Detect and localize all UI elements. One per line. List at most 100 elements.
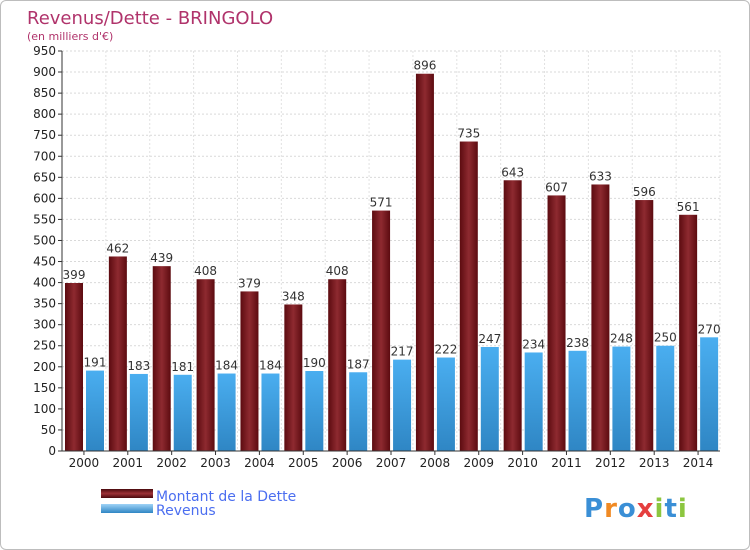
y-tick-label: 550	[33, 212, 56, 226]
data-label-revenus: 250	[654, 331, 677, 345]
bar-dette	[635, 200, 654, 451]
x-tick-label: 2002	[156, 456, 187, 470]
data-label-dette: 633	[589, 169, 612, 183]
y-tick-label: 650	[33, 170, 56, 184]
y-tick-label: 350	[33, 297, 56, 311]
data-label-dette: 408	[326, 264, 349, 278]
y-tick-label: 800	[33, 107, 56, 121]
data-label-dette: 596	[633, 185, 656, 199]
y-tick-label: 400	[33, 276, 56, 290]
y-tick-label: 700	[33, 149, 56, 163]
x-tick-label: 2011	[551, 456, 582, 470]
legend-swatch-revenus	[101, 504, 153, 513]
x-tick-label: 2003	[200, 456, 231, 470]
bar-dette	[372, 210, 391, 451]
data-label-revenus: 184	[259, 359, 282, 373]
bar-revenus	[261, 373, 280, 451]
bar-revenus	[349, 372, 368, 451]
bar-dette	[679, 214, 698, 451]
data-label-dette: 462	[106, 241, 129, 255]
data-label-revenus: 222	[434, 343, 457, 357]
bar-dette	[240, 291, 259, 451]
bar-revenus	[612, 346, 631, 451]
chart-title: Revenus/Dette - BRINGOLO	[27, 8, 273, 29]
x-tick-label: 2010	[507, 456, 538, 470]
y-tick-label: 200	[33, 360, 56, 374]
data-label-dette: 571	[370, 196, 393, 210]
bar-revenus	[173, 374, 192, 451]
data-label-revenus: 234	[522, 337, 545, 351]
bar-dette	[196, 279, 215, 451]
data-label-dette: 896	[413, 59, 436, 73]
logo-text: Proxiti	[584, 494, 688, 524]
data-label-dette: 348	[282, 289, 305, 303]
legend-label-debt: Montant de la Dette	[156, 489, 296, 505]
bar-dette	[459, 141, 478, 452]
x-tick-label: 2004	[244, 456, 275, 470]
data-label-dette: 379	[238, 276, 261, 290]
bar-dette	[547, 195, 566, 451]
bar-dette	[415, 73, 434, 451]
data-label-revenus: 190	[303, 356, 326, 370]
y-tick-label: 250	[33, 339, 56, 353]
logo-letter: P	[584, 494, 604, 524]
bar-revenus	[524, 352, 543, 451]
data-label-dette: 399	[63, 268, 86, 282]
data-label-dette: 408	[194, 264, 217, 278]
x-tick-label: 2001	[113, 456, 144, 470]
bar-revenus	[86, 370, 104, 451]
y-tick-label: 600	[33, 191, 56, 205]
logo-letter: x	[637, 494, 655, 524]
bar-revenus	[568, 350, 587, 451]
y-tick-label: 0	[48, 444, 56, 458]
y-tick-label: 900	[33, 65, 56, 79]
data-label-dette: 643	[501, 165, 524, 179]
y-tick-label: 300	[33, 318, 56, 332]
data-label-dette: 561	[677, 200, 700, 214]
y-axis: 0 50 100 150 200 250 300 350 400 450 500 550 600 650 7…	[33, 44, 63, 458]
y-tick-label: 950	[33, 44, 56, 58]
data-labels: 399 191 462 183 439 181 408 184 379 184 348 190 408 1…	[63, 59, 721, 374]
x-tick-label: 2007	[376, 456, 407, 470]
data-label-revenus: 270	[698, 322, 721, 336]
bar-revenus	[700, 337, 719, 451]
bar-revenus	[656, 345, 675, 451]
bar-dette	[503, 180, 522, 451]
y-tick-label: 100	[33, 402, 56, 416]
data-label-revenus: 217	[391, 345, 414, 359]
legend: Montant de la Dette Revenus	[101, 489, 296, 519]
logo-letter: i	[678, 494, 688, 524]
x-tick-label: 2005	[288, 456, 319, 470]
logo-letter: r	[604, 494, 618, 524]
plot-area	[62, 51, 720, 451]
logo-letter: i	[655, 494, 665, 524]
y-tick-label: 450	[33, 255, 56, 269]
y-tick-label: 50	[41, 423, 56, 437]
y-tick-label: 750	[33, 128, 56, 142]
bar-dette	[284, 304, 303, 451]
bar-dette	[152, 266, 171, 451]
data-label-revenus: 238	[566, 336, 589, 350]
proxiti-logo: Proxiti	[584, 494, 688, 524]
bar-revenus	[393, 359, 412, 451]
x-tick-label: 2000	[69, 456, 100, 470]
bar-revenus	[480, 347, 499, 451]
y-tick-label: 150	[33, 381, 56, 395]
logo-letter: o	[618, 494, 637, 524]
bar-revenus	[305, 371, 324, 451]
bar-dette	[328, 279, 347, 451]
y-tick-label: 850	[33, 86, 56, 100]
bars	[65, 73, 719, 452]
legend-label-revenus: Revenus	[156, 503, 216, 519]
bar-dette	[65, 283, 83, 451]
data-label-revenus: 187	[347, 357, 370, 371]
data-label-revenus: 248	[610, 332, 633, 346]
data-label-revenus: 181	[171, 360, 194, 374]
data-label-revenus: 191	[84, 356, 107, 370]
x-tick-label: 2012	[595, 456, 626, 470]
bar-revenus	[217, 373, 236, 451]
legend-swatch-debt	[101, 489, 153, 498]
data-label-dette: 735	[457, 127, 480, 141]
